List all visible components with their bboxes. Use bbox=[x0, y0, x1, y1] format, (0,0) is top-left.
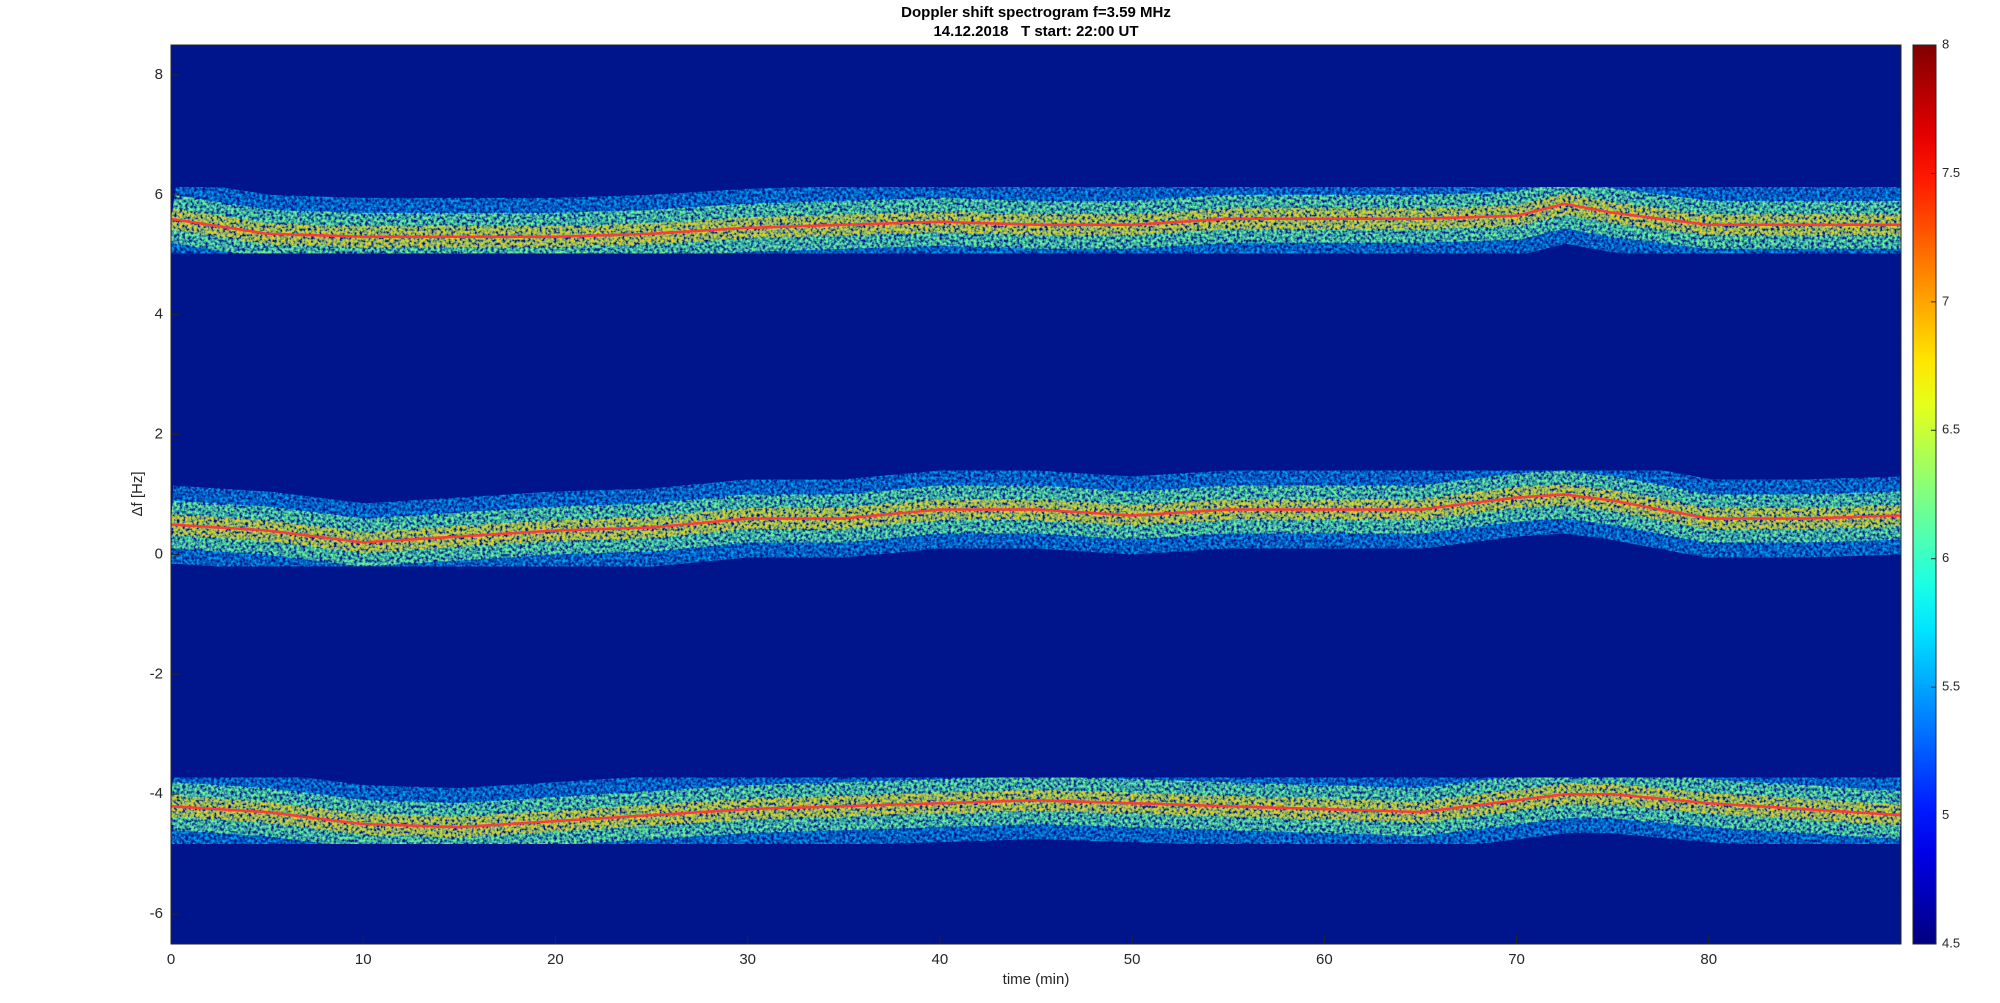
x-tick-label: 50 bbox=[1124, 951, 1141, 968]
x-tick-label: 80 bbox=[1700, 951, 1717, 968]
colorbar bbox=[1912, 44, 1937, 945]
colorbar-tick-label: 5 bbox=[1942, 807, 1949, 822]
y-axis-label: Δf [Hz] bbox=[129, 471, 146, 516]
x-tick-label: 20 bbox=[547, 951, 564, 968]
y-tick-label: -4 bbox=[150, 785, 163, 802]
y-tick-label: 6 bbox=[155, 186, 163, 203]
x-tick-label: 70 bbox=[1508, 951, 1525, 968]
x-axis-label: time (min) bbox=[1003, 971, 1070, 988]
colorbar-tick-label: 7.5 bbox=[1942, 165, 1960, 180]
x-tick-label: 30 bbox=[739, 951, 756, 968]
colorbar-tick-label: 7 bbox=[1942, 293, 1949, 308]
colorbar-tick-label: 6.5 bbox=[1942, 422, 1960, 437]
y-tick-label: 4 bbox=[155, 306, 163, 323]
traces bbox=[171, 164, 1901, 867]
x-tick-label: 0 bbox=[167, 951, 175, 968]
x-tick-label: 60 bbox=[1316, 951, 1333, 968]
chart-subtitle: 14.12.2018 T start: 22:00 UT bbox=[933, 23, 1138, 40]
trace-line bbox=[171, 202, 1901, 239]
colorbar-tick-label: 5.5 bbox=[1942, 679, 1960, 694]
trace-line bbox=[171, 493, 1901, 544]
y-tick-label: -6 bbox=[150, 905, 163, 922]
x-tick-label: 40 bbox=[932, 951, 949, 968]
chart-title: Doppler shift spectrogram f=3.59 MHz bbox=[901, 4, 1171, 21]
y-tick-label: 8 bbox=[155, 66, 163, 83]
y-tick-label: -2 bbox=[150, 665, 163, 682]
x-tick-label: 10 bbox=[355, 951, 372, 968]
y-tick-label: 0 bbox=[155, 545, 163, 562]
trace-line bbox=[171, 792, 1901, 829]
plot-frame bbox=[170, 44, 1902, 945]
colorbar-tick-label: 8 bbox=[1942, 36, 1949, 51]
colorbar-tick-label: 4.5 bbox=[1942, 935, 1960, 950]
y-tick-label: 2 bbox=[155, 426, 163, 443]
colorbar-tick-label: 6 bbox=[1942, 550, 1949, 565]
